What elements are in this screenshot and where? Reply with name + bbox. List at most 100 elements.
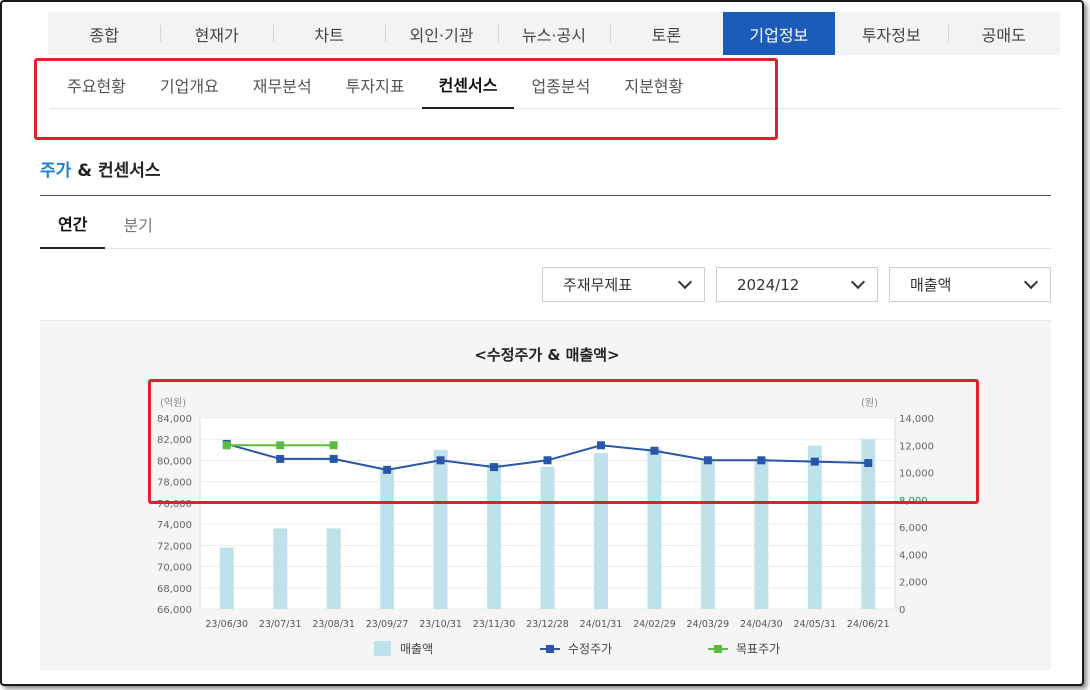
- bar-revenue: [861, 439, 876, 609]
- left-axis-tick: 72,000: [157, 541, 192, 552]
- left-axis-unit: (억원): [160, 397, 186, 409]
- left-axis-tick: 84,000: [157, 414, 192, 425]
- section-title-accent: 주가: [40, 161, 72, 181]
- left-axis-tick: 74,000: [157, 520, 192, 531]
- bar-revenue: [754, 458, 769, 609]
- section-divider: [40, 195, 1051, 196]
- sub-tab-0[interactable]: 주요현황: [67, 76, 126, 96]
- point-target-price: [222, 441, 231, 450]
- point-adjusted-price: [650, 446, 659, 455]
- main-tab-bar: 종합 현재가 차트 외인·기관 뉴스·공시 토론 기업정보 투자정보 공매도: [48, 12, 1060, 55]
- sub-tab-1[interactable]: 기업개요: [159, 76, 219, 96]
- statement-select-value: 주재무제표: [563, 276, 633, 294]
- point-adjusted-price: [436, 456, 445, 465]
- bar-revenue: [433, 449, 448, 609]
- right-axis-tick: 0: [899, 605, 905, 616]
- sub-tab-6[interactable]: 지분현황: [624, 76, 684, 96]
- point-adjusted-price: [596, 441, 605, 450]
- main-tab-4[interactable]: 뉴스·공시: [497, 12, 610, 55]
- sub-tab-5[interactable]: 업종분석: [531, 76, 591, 96]
- x-axis-tick: 24/03/29: [687, 619, 730, 630]
- main-tab-0[interactable]: 종합: [89, 25, 119, 45]
- main-tab-6[interactable]: 기업정보: [722, 12, 836, 55]
- chart-title: <수정주가 & 매출액>: [474, 346, 620, 364]
- sub-tab-2[interactable]: 재무분석: [252, 76, 312, 96]
- x-axis-tick: 24/02/29: [633, 619, 676, 630]
- x-axis-tick: 23/09/27: [366, 619, 409, 630]
- main-tab-5[interactable]: 토론: [610, 12, 722, 55]
- main-tab-8[interactable]: 공매도: [947, 12, 1060, 55]
- left-axis-tick: 82,000: [157, 435, 192, 446]
- right-axis-tick: 8,000: [899, 496, 928, 507]
- point-adjusted-price: [276, 454, 285, 463]
- bar-revenue: [593, 453, 608, 609]
- legend-label-revenue: 매출액: [400, 642, 433, 656]
- point-adjusted-price: [757, 456, 766, 465]
- right-axis-tick: 4,000: [899, 550, 928, 561]
- bar-revenue: [273, 528, 288, 609]
- legend-swatch-revenue: [374, 641, 391, 656]
- right-axis-unit: (원): [861, 397, 878, 409]
- right-axis-tick: 12,000: [899, 441, 934, 452]
- legend-marker-target-price: [714, 645, 722, 653]
- x-axis-tick: 24/06/21: [847, 619, 890, 630]
- left-axis-tick: 78,000: [157, 478, 192, 489]
- bar-revenue: [380, 468, 395, 609]
- x-axis-tick: 23/07/31: [259, 619, 302, 630]
- point-adjusted-price: [383, 465, 392, 474]
- section-title: 주가 & 컨센서스: [40, 156, 161, 181]
- sub-tab-3[interactable]: 투자지표: [345, 76, 405, 96]
- left-axis-tick: 76,000: [157, 499, 192, 510]
- right-axis-tick: 10,000: [899, 469, 934, 480]
- point-adjusted-price: [329, 454, 338, 463]
- bar-revenue: [700, 458, 715, 609]
- period-tab-0[interactable]: 연간: [40, 198, 106, 249]
- main-tab-7[interactable]: 투자정보: [861, 25, 921, 45]
- x-axis-tick: 23/12/28: [526, 619, 569, 630]
- point-adjusted-price: [490, 463, 499, 472]
- main-tab-2[interactable]: 차트: [272, 12, 385, 55]
- metric-select-value: 매출액: [910, 276, 952, 294]
- left-axis-tick: 70,000: [157, 563, 192, 574]
- period-select-value: 2024/12: [737, 275, 800, 294]
- bar-revenue: [487, 463, 502, 609]
- right-axis-tick: 2,000: [899, 578, 928, 589]
- section-title-rest: & 컨센서스: [71, 161, 161, 181]
- bar-revenue: [647, 448, 662, 609]
- period-tab-bar: 연간 분기: [40, 198, 1051, 249]
- legend-marker-adjusted-price: [546, 645, 554, 653]
- period-tab-1[interactable]: 분기: [123, 215, 153, 235]
- left-axis-tick: 68,000: [157, 584, 192, 595]
- point-adjusted-price: [864, 459, 873, 468]
- legend-label-adjusted-price: 수정주가: [568, 642, 612, 656]
- right-axis-tick: 14,000: [899, 414, 934, 425]
- x-axis-tick: 23/11/30: [473, 619, 516, 630]
- point-adjusted-price: [703, 456, 712, 465]
- x-axis-tick: 23/06/30: [205, 619, 248, 630]
- statement-select[interactable]: 주재무제표: [542, 267, 705, 302]
- main-tab-3[interactable]: 외인·기관: [385, 12, 497, 55]
- right-axis-tick: 6,000: [899, 523, 928, 534]
- x-axis-tick: 23/08/31: [312, 619, 355, 630]
- bar-revenue: [219, 547, 234, 609]
- metric-select[interactable]: 매출액: [889, 267, 1051, 302]
- point-adjusted-price: [810, 457, 819, 466]
- sub-tab-4[interactable]: 컨센서스: [421, 60, 515, 109]
- bar-revenue: [540, 466, 555, 609]
- bar-revenue: [326, 528, 341, 609]
- point-target-price: [276, 441, 285, 450]
- left-axis-tick: 66,000: [157, 605, 192, 616]
- x-axis-tick: 23/10/31: [419, 619, 462, 630]
- period-select[interactable]: 2024/12: [716, 267, 878, 302]
- point-adjusted-price: [543, 456, 552, 465]
- main-tab-1[interactable]: 현재가: [160, 12, 272, 55]
- legend-label-target-price: 목표주가: [736, 642, 780, 656]
- sub-tab-bar: 주요현황 기업개요 재무분석 투자지표 컨센서스 업종분석 지분현황: [50, 60, 1060, 109]
- x-axis-tick: 24/01/31: [580, 619, 623, 630]
- x-axis-tick: 24/04/30: [740, 619, 783, 630]
- x-axis-tick: 24/05/31: [793, 619, 836, 630]
- bar-revenue: [807, 445, 822, 609]
- left-axis-tick: 80,000: [157, 456, 192, 467]
